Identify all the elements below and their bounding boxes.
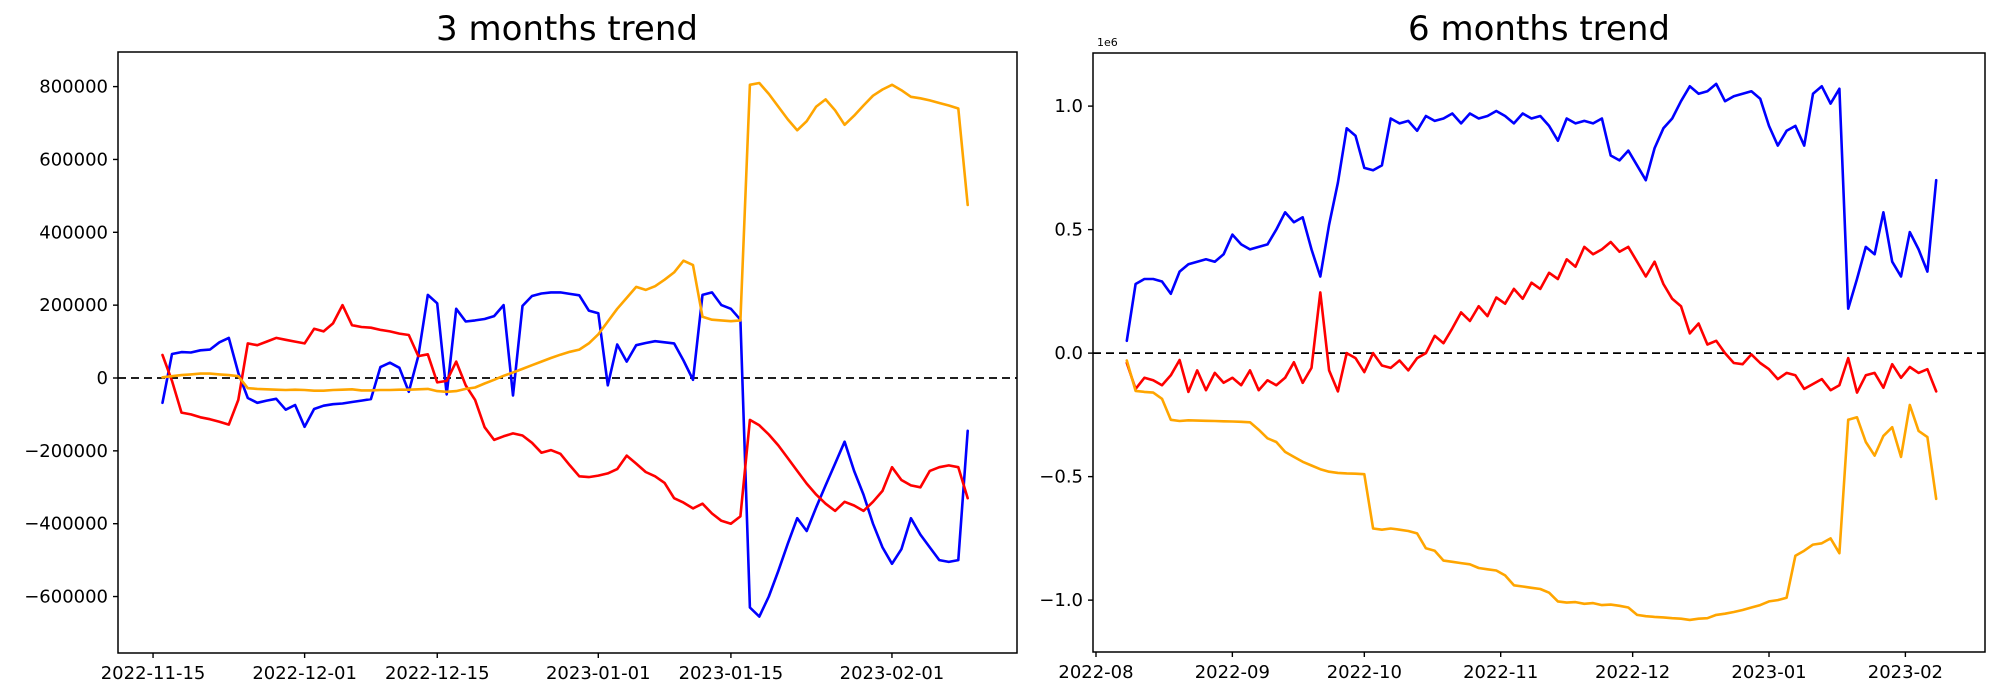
- x-tick-label-6-months: 2023-02: [1868, 662, 1943, 683]
- x-tick-label-6-months: 2022-08: [1058, 662, 1133, 683]
- x-tick-label-3-months: 2023-02-01: [840, 663, 945, 684]
- chart-title-3-months: 3 months trend: [436, 9, 698, 49]
- series-line-red-3-months: [161, 303, 970, 526]
- y-tick-label-3-months: −600000: [24, 587, 108, 608]
- series-line-orange-6-months: [1125, 359, 1938, 622]
- series-line-blue-6-months: [1125, 82, 1938, 343]
- x-tick-label-6-months: 2022-12: [1595, 662, 1670, 683]
- y-tick-label-3-months: 800000: [39, 77, 108, 98]
- series-line-blue-3-months: [161, 291, 970, 618]
- x-tick-label-6-months: 2022-09: [1195, 662, 1270, 683]
- x-tick-label-6-months: 2023-01: [1731, 662, 1806, 683]
- y-tick-label-3-months: 0: [97, 368, 108, 389]
- axes-box-3-months: [117, 51, 1018, 654]
- x-tick-label-3-months: 2023-01-01: [546, 663, 651, 684]
- x-tick-label-3-months: 2023-01-15: [679, 663, 784, 684]
- x-tick-label-3-months: 2022-12-15: [385, 663, 490, 684]
- x-tick-label-6-months: 2022-10: [1327, 662, 1402, 683]
- y-tick-label-3-months: −400000: [24, 514, 108, 535]
- y-tick-label-3-months: 400000: [39, 222, 108, 243]
- series-line-red-6-months: [1125, 240, 1938, 394]
- y-tick-label-6-months: −1.0: [1039, 590, 1083, 611]
- y-tick-label-6-months: 0.0: [1054, 343, 1083, 364]
- y-tick-label-6-months: −0.5: [1039, 467, 1083, 488]
- x-tick-label-6-months: 2022-11: [1463, 662, 1538, 683]
- series-line-orange-3-months: [161, 81, 970, 394]
- chart-title-6-months: 6 months trend: [1408, 9, 1670, 49]
- x-tick-label-3-months: 2022-12-01: [252, 663, 357, 684]
- y-tick-label-3-months: 200000: [39, 295, 108, 316]
- y-axis-offset-label-6-months: 1e6: [1097, 36, 1118, 49]
- x-tick-label-3-months: 2022-11-15: [101, 663, 206, 684]
- y-tick-label-6-months: 1.0: [1054, 96, 1083, 117]
- y-tick-label-3-months: −200000: [24, 441, 108, 462]
- y-tick-label-3-months: 600000: [39, 149, 108, 170]
- y-tick-label-6-months: 0.5: [1054, 220, 1083, 241]
